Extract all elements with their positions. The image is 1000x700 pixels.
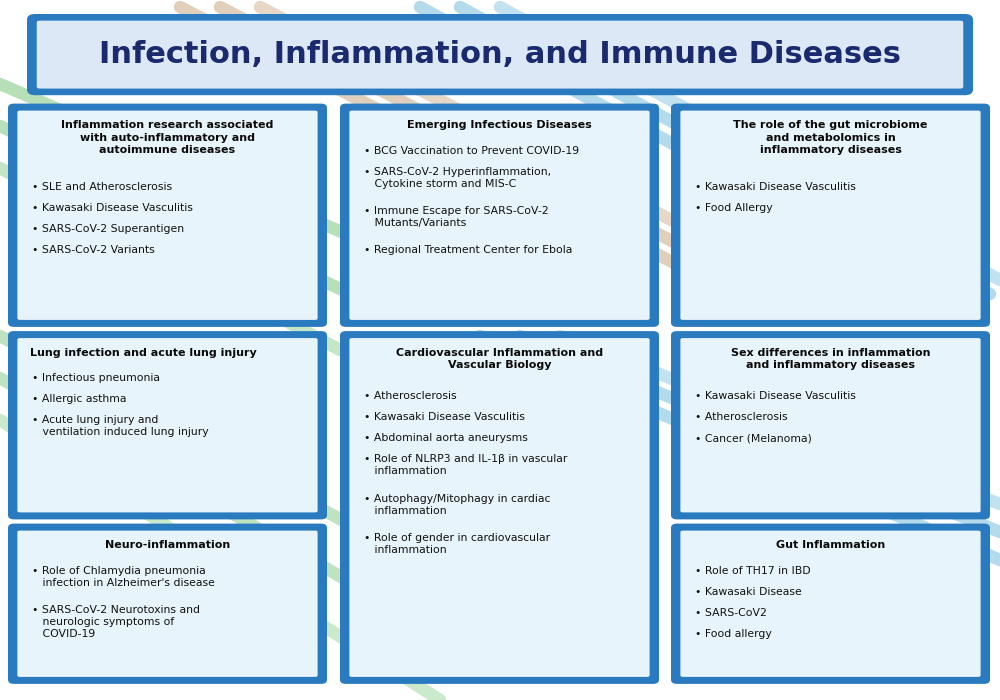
Text: • Food Allergy: • Food Allergy	[695, 203, 773, 213]
Text: • Infectious pneumonia: • Infectious pneumonia	[32, 373, 160, 383]
FancyBboxPatch shape	[340, 331, 659, 684]
FancyBboxPatch shape	[27, 14, 973, 95]
Text: • Acute lung injury and
   ventilation induced lung injury: • Acute lung injury and ventilation indu…	[32, 415, 209, 437]
Text: • Role of NLRP3 and IL-1β in vascular
   inflammation: • Role of NLRP3 and IL-1β in vascular in…	[364, 454, 567, 476]
FancyBboxPatch shape	[16, 109, 319, 321]
Text: • Kawasaki Disease Vasculitis: • Kawasaki Disease Vasculitis	[695, 391, 856, 401]
Text: • Immune Escape for SARS-CoV-2
   Mutants/Variants: • Immune Escape for SARS-CoV-2 Mutants/V…	[364, 206, 549, 228]
Text: Infection, Inflammation, and Immune Diseases: Infection, Inflammation, and Immune Dise…	[99, 40, 901, 69]
FancyBboxPatch shape	[348, 337, 651, 678]
Text: Gut Inflammation: Gut Inflammation	[776, 540, 885, 550]
Text: • SARS-CoV-2 Variants: • SARS-CoV-2 Variants	[32, 245, 155, 255]
Text: • Regional Treatment Center for Ebola: • Regional Treatment Center for Ebola	[364, 245, 572, 255]
Text: • Allergic asthma: • Allergic asthma	[32, 394, 126, 404]
FancyBboxPatch shape	[671, 331, 990, 519]
Text: • SARS-CoV-2 Hyperinflammation,
   Cytokine storm and MIS-C: • SARS-CoV-2 Hyperinflammation, Cytokine…	[364, 167, 551, 188]
Text: • Abdominal aorta aneurysms: • Abdominal aorta aneurysms	[364, 433, 528, 443]
FancyBboxPatch shape	[8, 524, 327, 684]
Text: Emerging Infectious Diseases: Emerging Infectious Diseases	[407, 120, 592, 130]
Text: • Atherosclerosis: • Atherosclerosis	[695, 412, 788, 422]
Text: Cardiovascular Inflammation and
Vascular Biology: Cardiovascular Inflammation and Vascular…	[396, 348, 603, 370]
FancyBboxPatch shape	[35, 19, 965, 90]
FancyBboxPatch shape	[671, 524, 990, 684]
Text: • Kawasaki Disease Vasculitis: • Kawasaki Disease Vasculitis	[364, 412, 525, 422]
FancyBboxPatch shape	[679, 529, 982, 678]
Text: • SARS-CoV-2 Neurotoxins and
   neurologic symptoms of
   COVID-19: • SARS-CoV-2 Neurotoxins and neurologic …	[32, 605, 200, 639]
Text: • Role of TH17 in IBD: • Role of TH17 in IBD	[695, 566, 811, 575]
Text: • Autophagy/Mitophagy in cardiac
   inflammation: • Autophagy/Mitophagy in cardiac inflamm…	[364, 494, 550, 515]
FancyBboxPatch shape	[679, 337, 982, 514]
Text: • SARS-CoV-2 Superantigen: • SARS-CoV-2 Superantigen	[32, 224, 184, 234]
Text: • Role of Chlamydia pneumonia
   infection in Alzheimer's disease: • Role of Chlamydia pneumonia infection …	[32, 566, 215, 587]
Text: Sex differences in inflammation
and inflammatory diseases: Sex differences in inflammation and infl…	[731, 348, 930, 370]
FancyBboxPatch shape	[16, 337, 319, 514]
FancyBboxPatch shape	[8, 104, 327, 327]
Text: • Atherosclerosis: • Atherosclerosis	[364, 391, 457, 401]
Text: • Cancer (Melanoma): • Cancer (Melanoma)	[695, 433, 812, 443]
FancyBboxPatch shape	[16, 529, 319, 678]
Text: • BCG Vaccination to Prevent COVID-19: • BCG Vaccination to Prevent COVID-19	[364, 146, 579, 155]
Text: Neuro-inflammation: Neuro-inflammation	[105, 540, 230, 550]
FancyBboxPatch shape	[8, 331, 327, 519]
Text: • Kawasaki Disease: • Kawasaki Disease	[695, 587, 802, 596]
Text: • SARS-CoV2: • SARS-CoV2	[695, 608, 767, 617]
Text: • Food allergy: • Food allergy	[695, 629, 772, 638]
Text: • Role of gender in cardiovascular
   inflammation: • Role of gender in cardiovascular infla…	[364, 533, 550, 554]
Text: • SLE and Atherosclerosis: • SLE and Atherosclerosis	[32, 182, 172, 192]
Text: Inflammation research associated
with auto-inflammatory and
autoimmune diseases: Inflammation research associated with au…	[61, 120, 274, 155]
Text: • Kawasaki Disease Vasculitis: • Kawasaki Disease Vasculitis	[32, 203, 193, 213]
FancyBboxPatch shape	[340, 104, 659, 327]
Text: • Kawasaki Disease Vasculitis: • Kawasaki Disease Vasculitis	[695, 182, 856, 192]
Text: The role of the gut microbiome
and metabolomics in
inflammatory diseases: The role of the gut microbiome and metab…	[733, 120, 928, 155]
FancyBboxPatch shape	[679, 109, 982, 321]
Text: Lung infection and acute lung injury: Lung infection and acute lung injury	[30, 348, 257, 358]
FancyBboxPatch shape	[671, 104, 990, 327]
FancyBboxPatch shape	[348, 109, 651, 321]
